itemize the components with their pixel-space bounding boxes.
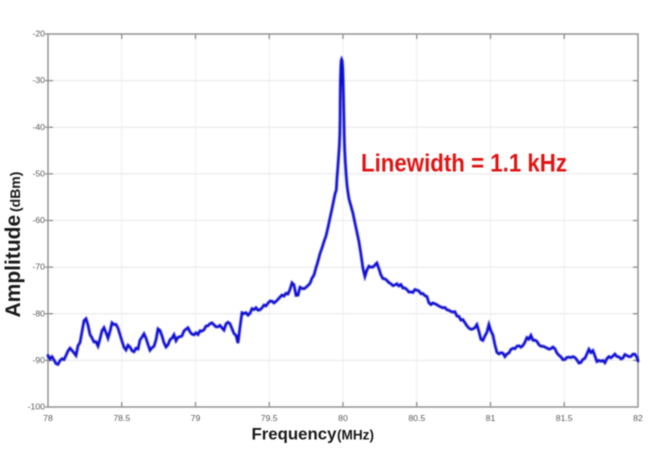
svg-text:-80: -80 bbox=[32, 308, 45, 318]
svg-text:-40: -40 bbox=[32, 122, 45, 132]
svg-text:78.5: 78.5 bbox=[113, 413, 130, 423]
svg-text:80: 80 bbox=[338, 413, 348, 423]
svg-text:79: 79 bbox=[191, 413, 201, 423]
svg-text:-50: -50 bbox=[32, 169, 45, 179]
svg-text:-30: -30 bbox=[32, 75, 45, 85]
svg-text:-20: -20 bbox=[32, 29, 45, 39]
svg-text:-90: -90 bbox=[32, 355, 45, 365]
svg-text:-60: -60 bbox=[32, 215, 45, 225]
svg-text:78: 78 bbox=[43, 413, 53, 423]
svg-text:Amplitude (dBm): Amplitude (dBm) bbox=[2, 172, 25, 318]
svg-text:79.5: 79.5 bbox=[261, 413, 278, 423]
svg-text:80.5: 80.5 bbox=[408, 413, 425, 423]
svg-text:81: 81 bbox=[486, 413, 496, 423]
svg-text:-100: -100 bbox=[28, 402, 46, 412]
svg-text:-70: -70 bbox=[32, 262, 45, 272]
svg-text:(MHz): (MHz) bbox=[337, 428, 374, 443]
svg-text:Linewidth = 1.1 kHz: Linewidth = 1.1 kHz bbox=[361, 150, 567, 178]
svg-text:81.5: 81.5 bbox=[556, 413, 573, 423]
svg-text:82: 82 bbox=[633, 413, 643, 423]
svg-text:Frequency: Frequency bbox=[252, 425, 338, 444]
